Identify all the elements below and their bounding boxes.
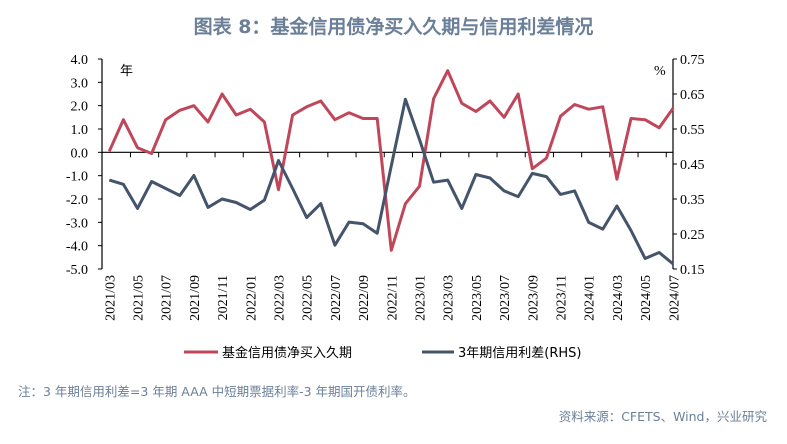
x-tick-label: 2022/03	[273, 275, 288, 321]
right-tick-label: 0.75	[680, 53, 705, 68]
x-tick-label: 2021/07	[160, 275, 175, 321]
left-tick-label: -5.0	[66, 263, 88, 278]
x-tick-label: 2022/11	[385, 275, 400, 320]
x-tick-label: 2024/03	[611, 275, 626, 321]
right-tick-label: 0.45	[680, 158, 705, 173]
x-tick-label: 2023/07	[498, 275, 513, 321]
right-unit-label: %	[654, 64, 666, 79]
left-tick-label: 1.0	[71, 123, 89, 138]
x-tick-label: 2024/01	[583, 275, 598, 321]
x-tick-label: 2021/05	[132, 275, 147, 321]
x-tick-label: 2021/09	[188, 275, 203, 321]
left-tick-label: -4.0	[66, 240, 88, 255]
x-tick-label: 2024/05	[639, 275, 654, 321]
x-tick-label: 2022/07	[329, 275, 344, 321]
right-tick-label: 0.15	[680, 263, 705, 278]
source-note: 资料来源：CFETS、Wind，兴业研究	[558, 409, 767, 424]
right-tick-label: 0.65	[680, 88, 705, 103]
left-unit-label: 年	[120, 64, 133, 79]
legend-label: 基金信用债净买入久期	[222, 345, 352, 361]
left-tick-label: -1.0	[66, 170, 88, 185]
legend-label: 3年期信用利差(RHS)	[458, 346, 581, 361]
x-tick-label: 2023/01	[414, 275, 429, 321]
duration-line	[107, 69, 675, 252]
left-tick-label: 4.0	[71, 53, 89, 68]
x-tick-label: 2021/03	[103, 275, 118, 321]
x-tick-label: 2022/01	[244, 275, 259, 321]
x-tick-label: 2023/11	[555, 275, 570, 320]
chart-title: 图表 8：基金信用债净买入久期与信用利差情况	[193, 16, 594, 38]
right-tick-label: 0.25	[680, 228, 705, 243]
x-tick-label: 2022/05	[301, 275, 316, 321]
x-tick-label: 2023/03	[442, 275, 457, 321]
x-tick-label: 2022/09	[357, 275, 372, 321]
left-tick-label: 2.0	[71, 100, 89, 115]
right-tick-label: 0.55	[680, 123, 705, 138]
x-tick-label: 2023/05	[470, 275, 485, 321]
left-tick-label: -2.0	[66, 193, 88, 208]
right-tick-label: 0.35	[680, 193, 705, 208]
left-tick-label: -3.0	[66, 216, 88, 231]
left-tick-label: 0.0	[71, 146, 89, 161]
x-tick-label: 2024/07	[667, 275, 682, 321]
x-tick-label: 2023/09	[526, 275, 541, 321]
spread-line	[108, 97, 675, 266]
x-tick-label: 2021/11	[216, 275, 231, 320]
footnote: 注：3 年期信用利差=3 年期 AAA 中短期票据利率-3 年期国开债利率。	[18, 384, 416, 399]
left-tick-label: 3.0	[71, 76, 89, 91]
